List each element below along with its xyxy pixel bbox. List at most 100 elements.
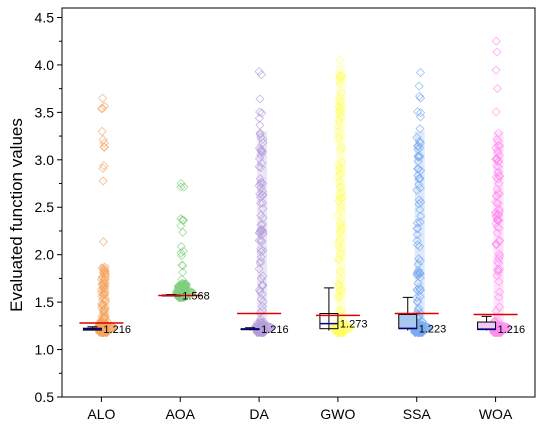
scatter-point bbox=[100, 265, 110, 275]
scatter-point bbox=[98, 294, 108, 304]
scatter-point bbox=[413, 171, 423, 181]
scatter-point bbox=[258, 213, 268, 223]
scatter-point bbox=[98, 237, 108, 247]
scatter-density-band bbox=[414, 131, 425, 323]
y-tick-label: 3.5 bbox=[35, 104, 55, 120]
scatter-point bbox=[491, 65, 501, 75]
category-gwo: 1.273 GWO bbox=[315, 55, 367, 422]
scatter-point bbox=[491, 239, 501, 249]
scatter-point bbox=[99, 312, 109, 322]
scatter-point bbox=[334, 71, 344, 81]
scatter-point bbox=[99, 142, 109, 152]
category-aoa: 1.568 AOA bbox=[158, 178, 210, 422]
scatter-point bbox=[333, 241, 344, 251]
y-tick-label: 3.0 bbox=[35, 152, 55, 168]
scatter-point bbox=[97, 287, 107, 297]
scatter-point bbox=[412, 292, 422, 303]
scatter-point bbox=[494, 254, 504, 264]
scatter-point bbox=[256, 274, 266, 284]
scatter-point bbox=[413, 240, 423, 250]
scatter-point bbox=[412, 230, 422, 240]
scatter-point bbox=[99, 138, 109, 148]
y-tick-label: 1.0 bbox=[35, 342, 55, 358]
scatter-point bbox=[256, 256, 266, 266]
scatter-point bbox=[99, 161, 109, 171]
x-tick-label: DA bbox=[249, 406, 269, 422]
scatter-point bbox=[494, 171, 504, 181]
scatter-point bbox=[412, 285, 422, 295]
scatter-point bbox=[257, 305, 267, 315]
scatter-density-band bbox=[178, 283, 189, 288]
scatter-point bbox=[178, 246, 188, 256]
y-tick-label: 2.5 bbox=[35, 199, 55, 215]
scatter-point bbox=[415, 151, 425, 162]
scatter-point bbox=[254, 264, 264, 274]
scatter-point bbox=[494, 251, 505, 261]
scatter-point bbox=[494, 189, 504, 199]
scatter-point bbox=[99, 101, 110, 111]
scatter-point bbox=[415, 173, 425, 183]
scatter-point bbox=[257, 147, 268, 157]
scatter-point bbox=[492, 154, 502, 164]
scatter-point bbox=[415, 183, 425, 193]
scatter-point bbox=[256, 198, 266, 208]
scatter-point bbox=[413, 265, 424, 275]
x-tick-label: WOA bbox=[479, 406, 513, 422]
scatter-point bbox=[257, 145, 267, 155]
y-tick-label: 1.5 bbox=[35, 294, 55, 310]
scatter-point bbox=[255, 94, 265, 104]
scatter-point bbox=[97, 272, 107, 282]
scatter-point bbox=[258, 138, 268, 148]
scatter-point bbox=[415, 307, 425, 318]
scatter-point bbox=[256, 244, 266, 254]
scatter-point bbox=[414, 195, 424, 205]
scatter-point bbox=[493, 157, 503, 167]
scatter-point bbox=[99, 306, 109, 316]
scatter-point bbox=[337, 243, 347, 254]
scatter-density-band bbox=[99, 264, 110, 323]
median-label: 1.216 bbox=[261, 324, 289, 336]
scatter-point bbox=[415, 256, 425, 266]
scatter-point bbox=[493, 136, 504, 146]
y-axis-title: Evaluated function values bbox=[7, 118, 26, 312]
scatter-point bbox=[176, 248, 186, 258]
scatter-point bbox=[99, 287, 109, 297]
scatter-point bbox=[256, 147, 266, 157]
scatter-point bbox=[415, 136, 425, 146]
scatter-point bbox=[336, 144, 346, 155]
scatter-density-band bbox=[335, 64, 346, 323]
scatter-point bbox=[494, 292, 504, 302]
scatter-point bbox=[257, 236, 267, 246]
scatter-point bbox=[336, 104, 346, 115]
scatter-point bbox=[336, 205, 346, 215]
y-tick-label: 2.0 bbox=[35, 247, 55, 263]
x-tick-label: AOA bbox=[165, 406, 195, 422]
scatter-point bbox=[256, 162, 266, 173]
scatter-point bbox=[335, 55, 345, 65]
scatter-point bbox=[334, 134, 344, 144]
scatter-point bbox=[256, 132, 266, 142]
scatter-point bbox=[334, 164, 344, 174]
scatter-point bbox=[493, 174, 503, 184]
scatter-point bbox=[336, 182, 346, 192]
scatter-point bbox=[494, 249, 504, 259]
scatter-point bbox=[336, 286, 346, 296]
scatter-point bbox=[412, 132, 422, 143]
scatter-dense-cluster bbox=[93, 321, 118, 334]
scatter-point bbox=[336, 202, 346, 212]
scatter-point bbox=[255, 258, 265, 268]
scatter-point bbox=[492, 222, 502, 232]
x-tick-label: ALO bbox=[87, 406, 115, 422]
scatter-point bbox=[415, 112, 426, 122]
scatter-point bbox=[493, 167, 503, 177]
scatter-point bbox=[334, 238, 344, 248]
scatter-point bbox=[335, 292, 345, 302]
y-tick-label: 0.5 bbox=[35, 389, 55, 405]
category-ssa: 1.223 SSA bbox=[394, 67, 446, 422]
scatter-point bbox=[333, 254, 343, 264]
scatter-point bbox=[494, 302, 505, 312]
scatter-point bbox=[258, 297, 268, 307]
scatter-point bbox=[258, 271, 268, 281]
box bbox=[319, 313, 339, 330]
scatter-point bbox=[100, 303, 110, 313]
